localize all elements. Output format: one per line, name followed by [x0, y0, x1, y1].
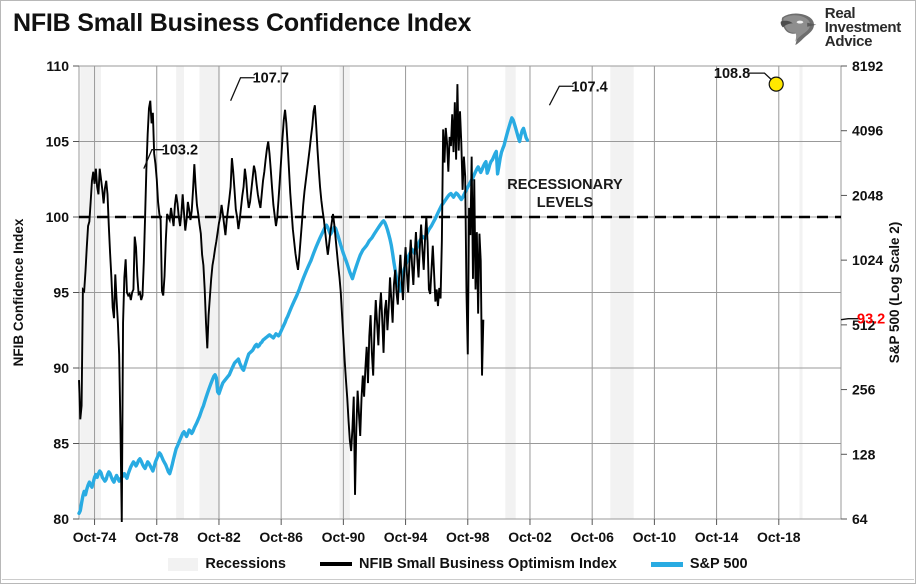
chart-plot: 80 85 90 95 100 105 110 64 128 256 512 1024 2048 4096… — [11, 58, 902, 545]
svg-text:Oct-14: Oct-14 — [695, 529, 739, 545]
page-title: NFIB Small Business Confidence Index — [13, 9, 472, 37]
legend-divider — [2, 579, 914, 580]
svg-text:Oct-98: Oct-98 — [446, 529, 490, 545]
sp500-series — [77, 116, 530, 516]
svg-text:Oct-94: Oct-94 — [384, 529, 428, 545]
legend-item-sp500: S&P 500 — [650, 556, 748, 572]
brand-text-block: Real Investment Advice — [824, 5, 902, 50]
svg-text:Oct-10: Oct-10 — [633, 529, 677, 545]
svg-text:105: 105 — [46, 134, 70, 150]
svg-text:Oct-74: Oct-74 — [73, 529, 117, 545]
svg-text:100: 100 — [46, 209, 70, 225]
svg-text:110: 110 — [46, 58, 69, 74]
svg-text:S&P 500 (Log Scale 2): S&P 500 (Log Scale 2) — [887, 222, 902, 364]
svg-text:RECESSIONARY: RECESSIONARY — [507, 177, 623, 193]
chart-legend: Recessions NFIB Small Business Optimism … — [1, 550, 915, 578]
svg-text:Oct-18: Oct-18 — [757, 529, 801, 545]
svg-text:64: 64 — [852, 511, 868, 527]
svg-text:256: 256 — [852, 382, 876, 398]
black-line-swatch — [319, 562, 352, 566]
svg-text:Oct-82: Oct-82 — [197, 529, 241, 545]
svg-text:2048: 2048 — [852, 187, 883, 203]
svg-text:107.4: 107.4 — [571, 79, 607, 95]
axis-ticks: 80 85 90 95 100 105 110 64 128 256 512 1024 2048 4096… — [46, 58, 884, 545]
legend-item-recessions: Recessions — [168, 556, 286, 572]
svg-text:Oct-06: Oct-06 — [570, 529, 614, 545]
brand-line-3: Advice — [824, 33, 873, 50]
svg-text:8192: 8192 — [852, 58, 883, 74]
svg-text:Oct-78: Oct-78 — [135, 529, 179, 545]
svg-text:Oct-86: Oct-86 — [259, 529, 303, 545]
svg-text:107.7: 107.7 — [253, 71, 289, 87]
svg-text:128: 128 — [852, 446, 876, 462]
svg-text:512: 512 — [852, 317, 876, 333]
eagle-head-icon — [780, 13, 817, 46]
recession-swatch — [168, 557, 199, 571]
svg-text:Oct-02: Oct-02 — [508, 529, 552, 545]
svg-text:95: 95 — [53, 285, 69, 301]
legend-label-recessions: Recessions — [205, 556, 286, 572]
nfib-series — [78, 84, 485, 523]
legend-label-sp500: S&P 500 — [689, 556, 748, 572]
svg-text:80: 80 — [53, 511, 69, 527]
blue-line-swatch — [650, 561, 683, 567]
grid-lines — [78, 65, 842, 520]
svg-text:103.2: 103.2 — [162, 143, 198, 159]
svg-text:108.8: 108.8 — [714, 66, 750, 82]
brand-line-2: Investment — [824, 19, 902, 36]
brand-line-1: Real — [824, 5, 856, 22]
svg-text:1024: 1024 — [852, 252, 883, 268]
svg-text:93.2: 93.2 — [857, 312, 885, 328]
legend-label-nfib: NFIB Small Business Optimism Index — [358, 556, 617, 572]
svg-text:90: 90 — [53, 360, 69, 376]
svg-text:4096: 4096 — [852, 123, 883, 139]
svg-text:85: 85 — [53, 436, 69, 452]
svg-text:Oct-90: Oct-90 — [322, 529, 366, 545]
annotations: 103.2 107.7 107.4 108.8 93.2 RECESSIONARY LEVE… — [143, 66, 885, 328]
legend-item-nfib: NFIB Small Business Optimism Index — [319, 556, 617, 572]
brand-logo: Real Investment Advice — [777, 5, 902, 50]
svg-text:NFIB Confidence Index: NFIB Confidence Index — [11, 218, 26, 366]
svg-text:LEVELS: LEVELS — [537, 195, 594, 211]
axis-titles: NFIB Confidence Index S&P 500 (Log Scale … — [11, 218, 902, 366]
